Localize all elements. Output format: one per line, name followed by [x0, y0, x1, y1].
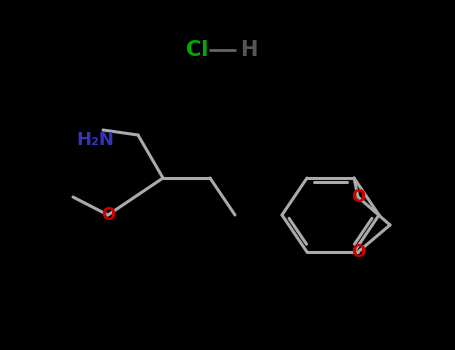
Text: H₂N: H₂N — [76, 131, 114, 149]
Text: O: O — [351, 188, 365, 206]
Text: O: O — [351, 243, 365, 261]
Text: Cl: Cl — [186, 40, 208, 60]
Text: O: O — [101, 206, 115, 224]
Text: H: H — [240, 40, 258, 60]
